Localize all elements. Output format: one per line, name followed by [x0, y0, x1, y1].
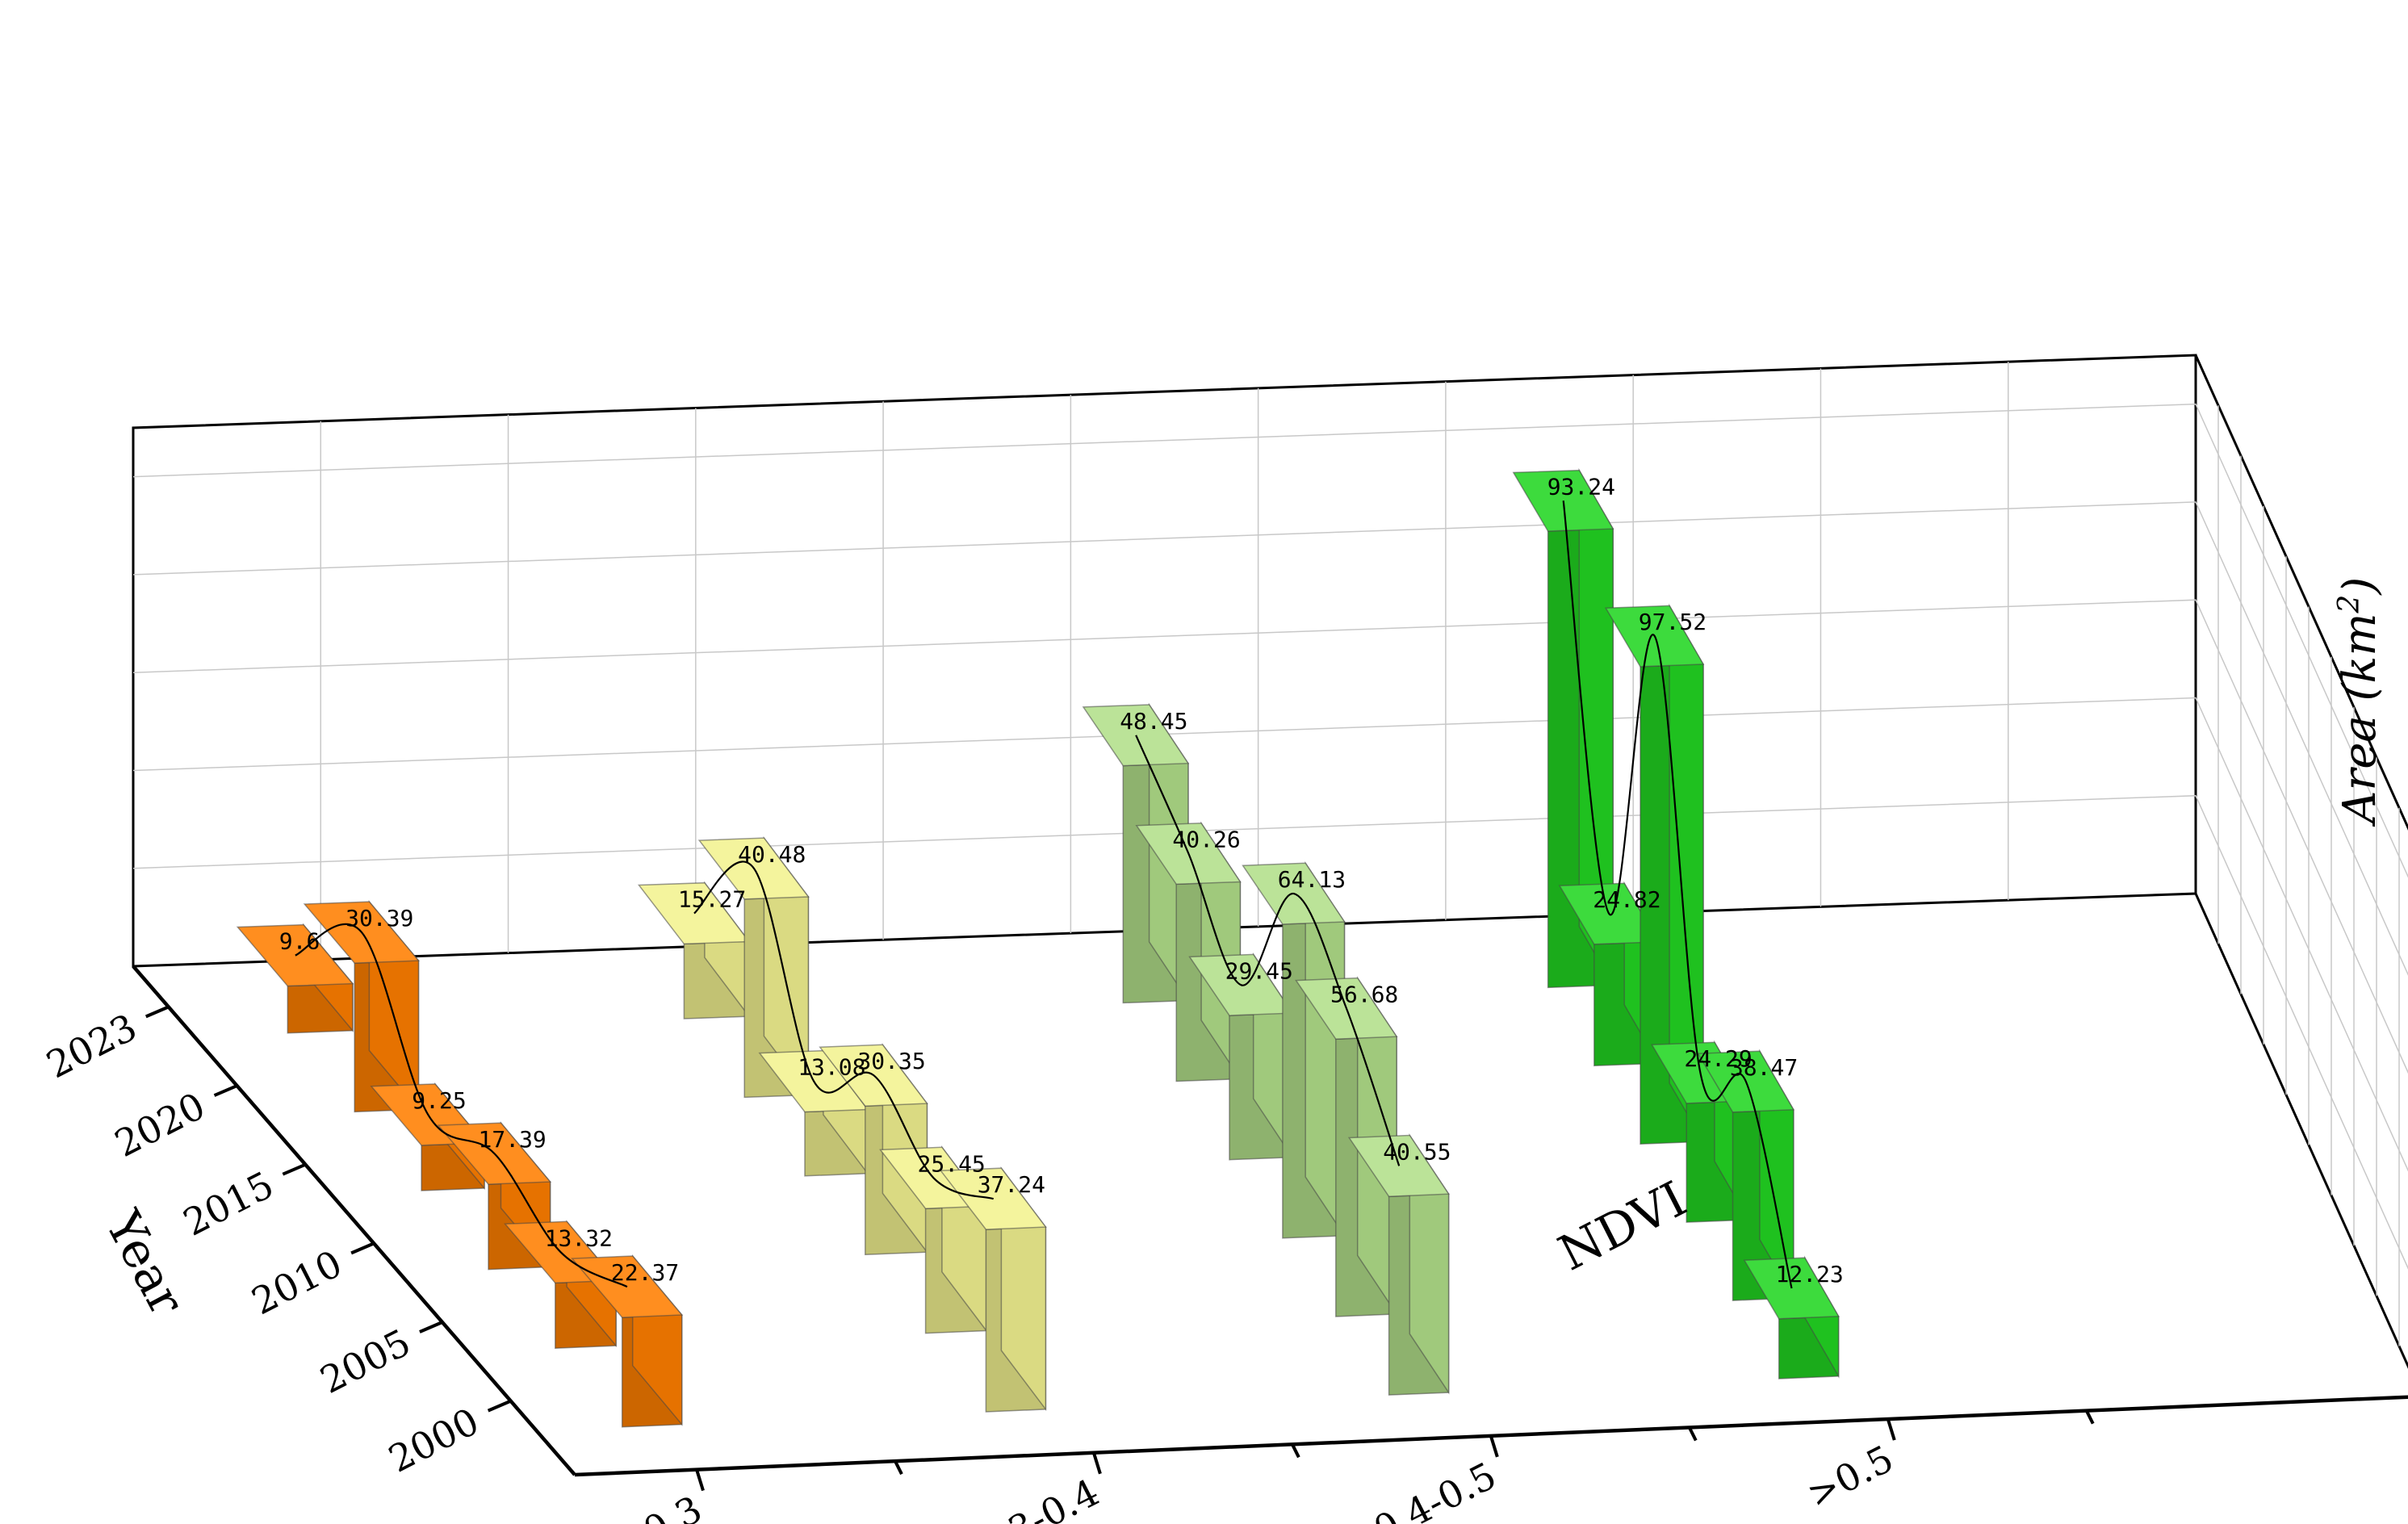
x-minor-tick — [1291, 1443, 1300, 1459]
data-label: 97.52 — [1639, 609, 1707, 635]
data-label: 25.45 — [918, 1150, 986, 1177]
chart-gridlines — [132, 362, 2408, 1346]
data-label: 22.37 — [611, 1259, 679, 1286]
data-label: 37.24 — [978, 1171, 1045, 1198]
y-axis-line — [132, 965, 576, 1476]
data-label: 48.45 — [1120, 708, 1187, 735]
data-label: 17.39 — [479, 1126, 547, 1153]
data-label: 64.13 — [1278, 866, 1346, 893]
chart-walls — [132, 354, 2408, 1476]
y-tick — [282, 1162, 307, 1176]
y-tick-label: 2005 — [313, 1321, 417, 1402]
chart-bars — [236, 467, 1840, 1428]
data-label: 29.45 — [1225, 957, 1293, 984]
x-minor-tick — [1688, 1426, 1698, 1442]
data-label: 13.32 — [545, 1225, 613, 1251]
bar-top-face — [1082, 704, 1190, 767]
z-gridline — [132, 501, 2408, 976]
trend-line — [1562, 500, 1793, 1289]
y-tick — [419, 1321, 443, 1334]
x-tick-label: >0.5 — [1800, 1437, 1900, 1517]
chart-trend-lines — [295, 500, 1793, 1289]
y-axis-title: Year — [94, 1201, 195, 1325]
y-tick — [144, 1005, 170, 1019]
y-tick — [487, 1399, 512, 1413]
data-label: 93.24 — [1547, 473, 1615, 500]
bar-top-face — [1512, 469, 1614, 532]
data-label: 9.25 — [412, 1087, 466, 1114]
y-tick — [350, 1241, 375, 1255]
z-gridline — [132, 794, 2408, 1270]
data-label: 24.29 — [1684, 1045, 1752, 1072]
z-gridline — [132, 599, 2408, 1074]
x-minor-tick — [2084, 1409, 2095, 1425]
data-label: 15.27 — [678, 886, 746, 913]
chart-data-labels: 9.6 30.39 9.25 17.39 13.32 22.37 15.27 40.48 13.… — [279, 473, 1844, 1287]
y-tick-label: 2020 — [108, 1084, 212, 1166]
z-gridline — [132, 697, 2408, 1172]
data-label: 40.48 — [738, 841, 806, 868]
x-axis-title: NDVI — [1550, 1170, 1695, 1282]
y-tick-label: 2015 — [176, 1162, 280, 1244]
z-axis-title: Area (km2) — [2333, 577, 2387, 827]
x-tick — [1886, 1418, 1896, 1441]
bar-top-face — [236, 923, 354, 987]
data-label: 13.08 — [798, 1054, 865, 1081]
bar — [939, 1166, 1047, 1413]
side-wall — [2194, 354, 2408, 1369]
z-axis-title-superscript: 2 — [2333, 595, 2366, 614]
data-label: 30.35 — [857, 1048, 925, 1074]
data-label: 38.47 — [1730, 1054, 1798, 1081]
data-label: 40.26 — [1172, 827, 1240, 853]
y-tick-label: 2023 — [40, 1005, 144, 1086]
x-axis-line — [574, 1395, 2408, 1477]
bar — [1512, 467, 1614, 989]
y-tick-label: 2010 — [245, 1241, 349, 1323]
z-axis-title-suffix: ) — [2334, 577, 2386, 596]
bar — [236, 923, 354, 1034]
data-label: 40.55 — [1383, 1138, 1451, 1165]
z-axis-title-main: Area (km — [2334, 613, 2386, 827]
bar — [1242, 860, 1346, 1239]
y-tick-label: 2000 — [382, 1399, 486, 1480]
bar — [1347, 1133, 1450, 1396]
x-tick-label: 0.2-0.3 — [572, 1487, 709, 1524]
data-label: 9.6 — [279, 928, 320, 955]
z-gridline — [132, 403, 2408, 878]
y-tick — [213, 1084, 238, 1097]
bar — [1697, 1049, 1795, 1301]
bar — [637, 881, 751, 1019]
x-tick — [1489, 1435, 1499, 1458]
data-label: 56.68 — [1330, 981, 1398, 1007]
data-label: 24.82 — [1593, 886, 1660, 913]
x-tick-label: 0.4-0.5 — [1367, 1454, 1503, 1524]
x-tick-label: 0.3-0.4 — [969, 1470, 1106, 1524]
data-label: 30.39 — [345, 905, 413, 932]
trend-line — [693, 860, 995, 1200]
data-label: 12.23 — [1776, 1261, 1844, 1287]
trend-line — [295, 923, 628, 1288]
trend-line — [1135, 735, 1401, 1166]
x-tick — [1092, 1452, 1102, 1475]
x-minor-tick — [894, 1460, 903, 1476]
x-tick — [695, 1469, 705, 1492]
